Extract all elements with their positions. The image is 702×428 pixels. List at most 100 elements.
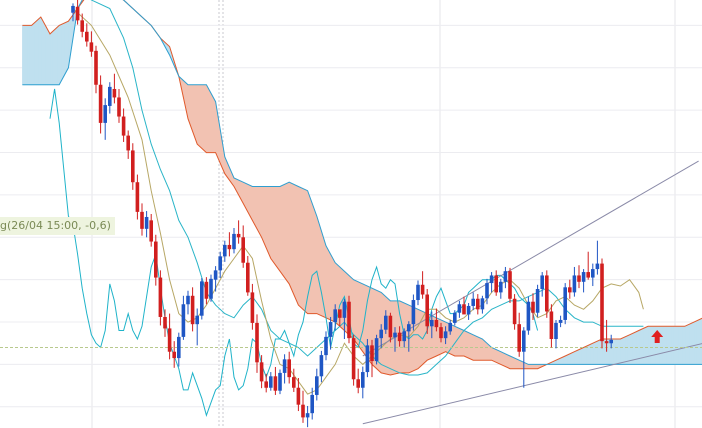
candle: [462, 296, 466, 315]
candle-body: [430, 319, 434, 327]
candle: [236, 220, 241, 244]
kumo-segment: [192, 84, 196, 138]
candle: [154, 234, 158, 286]
candle: [149, 214, 153, 247]
kumo-segment: [592, 341, 596, 365]
candle: [85, 23, 89, 47]
candle-body: [236, 233, 241, 238]
candle-body: [282, 359, 287, 373]
kumo-segment: [196, 84, 200, 147]
candle: [250, 283, 255, 330]
kumo-segment: [668, 325, 672, 365]
kumo-segment: [686, 323, 690, 365]
kumo-segment: [479, 337, 483, 361]
candle-body: [379, 329, 383, 339]
candle-body: [177, 336, 181, 359]
candle-body: [462, 304, 466, 315]
kumo-segment: [63, 21, 67, 77]
kumo-segment: [624, 335, 628, 365]
candle-body: [250, 292, 255, 323]
candle-body: [85, 31, 89, 42]
candle: [213, 266, 218, 292]
candle-body: [167, 328, 172, 352]
candle: [80, 13, 84, 38]
candle-body: [126, 135, 130, 151]
kumo-segment: [620, 337, 624, 365]
kumo-segment: [35, 18, 39, 86]
candle-body: [269, 376, 273, 388]
kumo-segment: [213, 97, 216, 153]
candle-body: [75, 6, 80, 21]
kumo-segment: [477, 336, 481, 361]
candle-body: [397, 332, 402, 342]
candle: [338, 309, 342, 327]
kumo-segment: [567, 353, 571, 365]
kumo-segment: [24, 25, 28, 86]
kumo-segment: [459, 327, 463, 357]
candle: [379, 324, 383, 349]
candle-body: [80, 20, 84, 32]
candle-body: [347, 301, 351, 339]
candle-body: [351, 338, 356, 380]
kumo-segment: [385, 295, 389, 375]
candle: [140, 203, 144, 236]
kumo-segment: [254, 186, 258, 229]
candle: [305, 405, 310, 428]
kumo-segment: [475, 335, 479, 361]
kumo-segment: [675, 325, 679, 365]
candle-body: [457, 304, 462, 313]
candle-body: [112, 88, 117, 98]
candle: [425, 289, 429, 334]
candle: [508, 267, 512, 303]
kumo-segment: [495, 349, 499, 364]
kumo-segment: [663, 325, 667, 365]
candle: [108, 82, 112, 114]
candle-body: [365, 345, 370, 373]
candle: [282, 354, 287, 384]
kumo-segment: [300, 187, 304, 310]
candle: [361, 366, 365, 399]
candle-body: [190, 295, 195, 325]
candle-body: [535, 289, 540, 313]
candle-body: [154, 241, 158, 278]
kumo-segment: [482, 338, 486, 361]
candle-body: [517, 324, 521, 352]
kumo-segment: [452, 324, 456, 357]
kumo-segment: [314, 209, 318, 314]
candle-body: [384, 315, 388, 330]
candle-body: [149, 220, 153, 242]
candle-body: [591, 269, 595, 278]
candle: [384, 310, 388, 334]
candle-body: [103, 105, 107, 123]
candle: [443, 326, 448, 345]
candle-body: [328, 322, 333, 337]
candle-body: [98, 84, 103, 123]
candle: [494, 270, 498, 296]
candle: [144, 211, 149, 238]
candle-body: [531, 301, 535, 313]
candle: [126, 130, 130, 159]
kumo-segment: [640, 327, 644, 365]
kumo-segment: [534, 364, 538, 370]
kumo-segment: [249, 184, 253, 221]
kumo-segment: [491, 347, 495, 362]
candle: [259, 355, 264, 389]
candle: [296, 377, 301, 412]
candle: [204, 277, 209, 305]
candle-body: [568, 287, 572, 293]
kumo-segment: [309, 196, 313, 314]
candle-body: [471, 298, 475, 306]
kumo-segment: [295, 184, 299, 306]
candle: [531, 293, 535, 320]
candle: [163, 309, 167, 337]
candle: [397, 326, 402, 347]
candle: [535, 284, 540, 317]
candle-body: [577, 275, 581, 282]
candle-body: [388, 315, 393, 338]
buy-arrow-icon: [651, 330, 664, 344]
candle: [319, 350, 324, 383]
kumo-segment: [498, 350, 502, 365]
kumo-segment: [569, 352, 573, 365]
candle: [269, 372, 273, 391]
kumo-segment: [514, 357, 518, 370]
